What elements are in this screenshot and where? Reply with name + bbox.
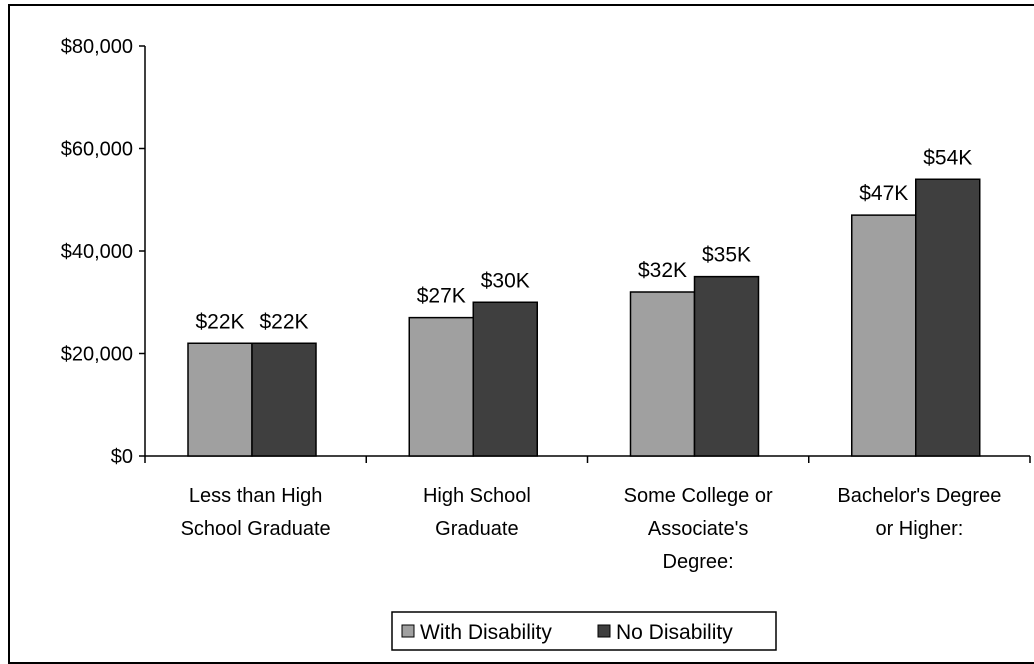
legend-swatch-no-disability (597, 624, 611, 638)
category-label: or Higher: (875, 518, 963, 540)
category-label: Bachelor's Degree (837, 485, 1001, 507)
bar-no-disability (693, 275, 760, 457)
bar-with-disability (629, 291, 696, 457)
category-label: Associate's (648, 518, 749, 540)
bar-with-disability (851, 214, 917, 457)
legend-swatch-with-disability (401, 624, 415, 638)
bar-no-disability (251, 342, 317, 457)
category-label: Degree: (663, 551, 734, 573)
data-label: $22K (195, 310, 244, 333)
data-label: $35K (702, 244, 751, 267)
legend-label-with-disability: With Disability (420, 621, 552, 644)
category-label: High School (423, 485, 531, 507)
y-tick-label: $40,000 (61, 241, 133, 263)
y-tick-label: $0 (111, 446, 133, 468)
bar-with-disability (187, 342, 253, 457)
category-label: School Graduate (181, 518, 331, 540)
bar-with-disability (408, 316, 474, 457)
data-label: $27K (417, 285, 466, 308)
category-label: Some College or (624, 485, 773, 507)
bar-no-disability (472, 301, 538, 457)
y-tick-label: $60,000 (61, 139, 133, 161)
data-label: $47K (859, 182, 908, 205)
legend-label-no-disability: No Disability (616, 621, 733, 644)
y-tick-label: $80,000 (61, 36, 133, 58)
data-label: $32K (638, 259, 687, 282)
data-label: $30K (481, 269, 530, 292)
data-label: $22K (259, 310, 308, 333)
bar-no-disability (915, 178, 981, 457)
category-label: Less than High (189, 485, 322, 507)
category-label: Graduate (435, 518, 518, 540)
data-label: $54K (923, 146, 972, 169)
legend (391, 611, 777, 651)
y-tick-label: $20,000 (61, 344, 133, 366)
